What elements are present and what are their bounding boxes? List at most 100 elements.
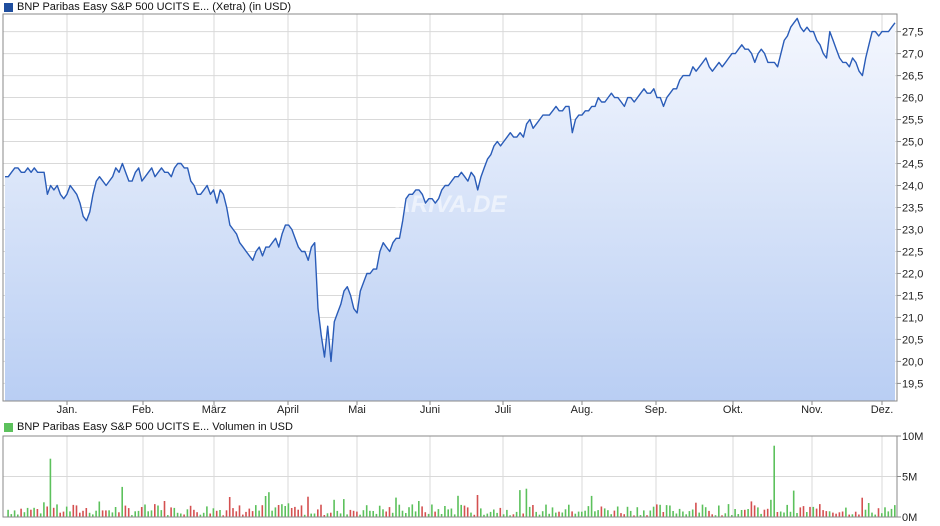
volume-bar [372, 511, 374, 517]
volume-y-tick-label: 5M [902, 472, 917, 484]
volume-bar [72, 504, 75, 517]
volume-bar [398, 504, 401, 517]
price-chart-title: BNP Paribas Easy S&P 500 UCITS E... (Xet… [17, 1, 292, 13]
volume-bar [294, 506, 296, 517]
volume-bar [894, 505, 896, 517]
volume-bar [30, 509, 32, 517]
volume-bar [763, 509, 766, 517]
volume-bar [636, 507, 639, 517]
volume-bar [405, 513, 407, 517]
volume-bar [17, 514, 19, 517]
volume-bar [874, 514, 876, 517]
volume-bar [401, 510, 404, 517]
volume-bar [515, 511, 518, 517]
volume-bar [708, 510, 710, 517]
volume-bar [701, 504, 704, 517]
volume-bar [854, 511, 857, 517]
volume-bar [88, 512, 91, 517]
volume-bar [248, 508, 251, 517]
volume-bar [193, 509, 195, 517]
volume-bar [209, 513, 211, 517]
volume-bar [871, 512, 873, 517]
volume-bar [356, 511, 358, 517]
volume-bar [590, 495, 593, 517]
volume-bar [737, 514, 740, 517]
volume-bar [235, 511, 238, 517]
volume-bar [26, 507, 29, 517]
volume-bar [23, 512, 26, 517]
volume-bar [281, 504, 283, 517]
volume-bar [463, 505, 466, 517]
volume-bar [313, 513, 316, 517]
volume-bar [721, 515, 723, 517]
volume-bar [163, 501, 166, 517]
volume-y-tick-label: 0M [902, 512, 917, 524]
volume-bar [69, 511, 71, 517]
volume-bar [770, 499, 772, 517]
volume-bar [10, 514, 13, 517]
volume-bar [180, 513, 182, 517]
volume-bar [851, 514, 854, 517]
volume-bar [258, 510, 260, 517]
volume-bar [776, 512, 779, 517]
price-x-tick-label: Feb. [132, 404, 154, 416]
volume-bar [747, 509, 749, 517]
volume-bar [453, 514, 456, 517]
volume-bar [688, 511, 691, 517]
volume-bar [672, 511, 674, 517]
volume-bar [365, 505, 368, 517]
price-x-tick-label: Mai [348, 404, 366, 416]
price-y-tick-label: 25,0 [902, 137, 923, 149]
volume-bar [659, 504, 661, 517]
volume-bar [284, 506, 286, 517]
volume-bar [600, 506, 603, 517]
volume-bar [506, 509, 508, 517]
volume-bar [212, 508, 215, 517]
volume-bar [646, 515, 648, 517]
price-x-tick-label: Jan. [57, 404, 78, 416]
volume-bar [98, 501, 101, 517]
volume-bar [470, 512, 472, 517]
price-y-tick-label: 25,5 [902, 115, 923, 127]
volume-bar [170, 507, 172, 517]
volume-bar [33, 507, 35, 517]
volume-bar [603, 508, 606, 517]
volume-bar [760, 513, 762, 517]
volume-bar [711, 514, 713, 517]
price-y-axis: 19,5 20,0 20,5 21,0 21,5 22,0 22,5 23,0 23,5 24,0… [897, 27, 923, 390]
volume-bar [832, 512, 834, 517]
volume-bar [39, 513, 42, 517]
volume-bar [597, 510, 599, 517]
volume-bar [858, 514, 860, 517]
volume-bar [215, 510, 218, 517]
volume-bar [496, 512, 498, 517]
volume-bar [330, 512, 332, 517]
volume-bar [489, 511, 492, 517]
volume-bar [303, 514, 306, 517]
volume-bar [789, 511, 792, 517]
volume-bar [466, 507, 469, 517]
volume-bar [698, 512, 700, 517]
volume-bar [206, 506, 208, 517]
volume-bar [493, 509, 495, 517]
volume-bar [806, 512, 808, 517]
volume-bar [535, 511, 537, 517]
volume-bar [799, 507, 802, 517]
volume-bar [167, 515, 169, 517]
volume-bar [222, 515, 224, 517]
volume-bar [594, 511, 596, 517]
volume-bar [822, 510, 824, 517]
volume-bar [447, 509, 449, 517]
volume-bar [574, 513, 577, 517]
volume-bar [131, 515, 133, 517]
volume-bar [183, 514, 185, 517]
volume-bar [522, 513, 524, 517]
volume-y-tick-label: 10M [902, 431, 923, 443]
volume-bar [362, 510, 365, 517]
volume-bar [408, 507, 410, 517]
volume-bar [255, 505, 257, 517]
volume-bar [845, 507, 847, 517]
volume-bar [718, 505, 720, 517]
volume-bar [375, 513, 378, 517]
volume-bar [219, 510, 221, 517]
